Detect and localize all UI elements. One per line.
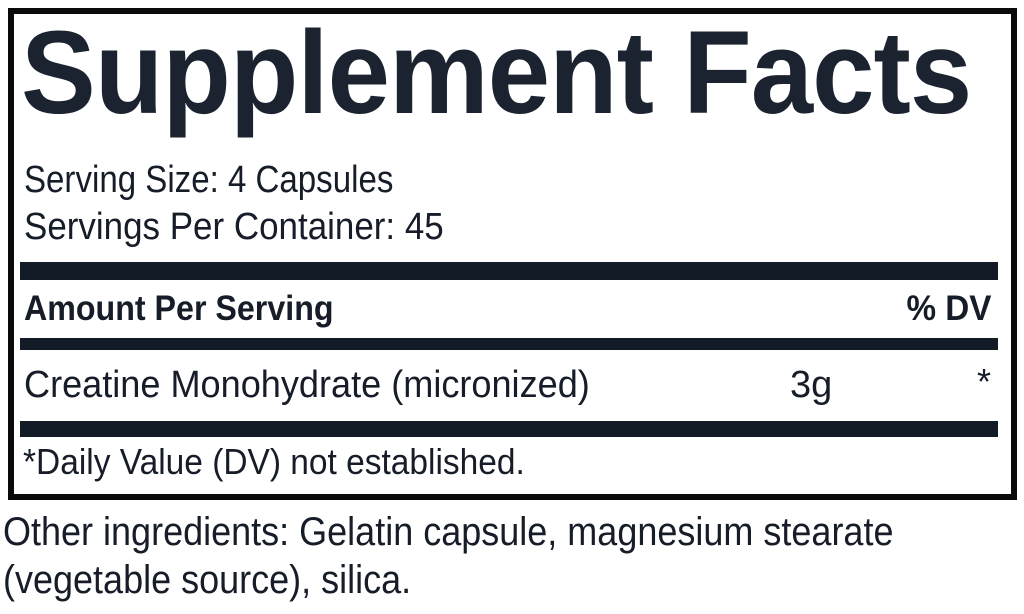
serving-size: Serving Size: 4 Capsules (24, 159, 394, 201)
panel-title-text: Supplement Facts (21, 7, 972, 139)
other-ingredients-line2: (vegetable source), silica. (3, 558, 412, 602)
thick-divider-bottom (20, 421, 998, 437)
panel-title: Supplement Facts (21, 14, 1021, 132)
servings-per-container: Servings Per Container: 45 (24, 206, 444, 248)
amount-per-serving-header: Amount Per Serving (24, 289, 334, 328)
ingredient-row-amount: 3g (790, 364, 833, 406)
ingredient-row-dv: * (976, 361, 991, 402)
thick-divider-top (20, 262, 998, 280)
facts-panel: Supplement Facts Serving Size: 4 Capsule… (8, 8, 1017, 500)
medium-divider (20, 338, 998, 350)
other-ingredients-line1: Other ingredients: Gelatin capsule, magn… (3, 510, 894, 554)
dv-footnote: *Daily Value (DV) not established. (23, 441, 525, 482)
ingredient-row-name: Creatine Monohydrate (micronized) (24, 364, 590, 406)
percent-dv-header: % DV (906, 289, 991, 328)
other-ingredients: Other ingredients: Gelatin capsule, magn… (3, 508, 992, 604)
